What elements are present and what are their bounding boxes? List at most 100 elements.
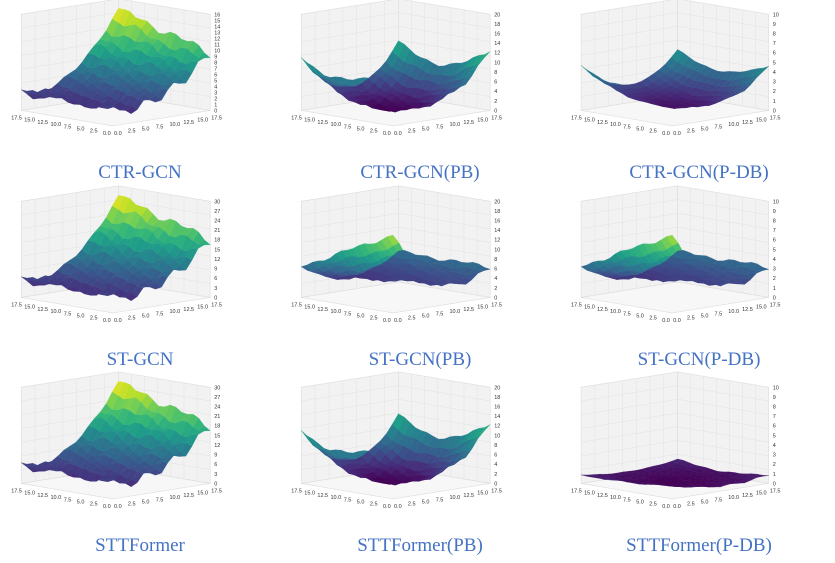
caption: CTR-GCN(PB) — [360, 162, 480, 183]
grid-line — [301, 199, 491, 216]
x-tick-label: 7.5 — [436, 311, 444, 317]
y-tick-label: 17.5 — [571, 115, 582, 121]
caption: ST-GCN — [106, 349, 174, 370]
z-axis: 0 1 2 3 4 5 6 7 8 9 10 — [773, 385, 779, 487]
x-tick-label: 7.5 — [715, 497, 723, 503]
z-tick-label: 10 — [773, 385, 779, 391]
z-axis: 0 2 4 6 8 10 12 14 16 18 20 — [494, 12, 500, 114]
x-tick-label: 15.0 — [477, 118, 488, 124]
z-tick-label: 5 — [773, 60, 776, 66]
y-tick-label: 10.0 — [610, 495, 621, 501]
y-tick-label: 17.5 — [11, 115, 22, 121]
y-tick-label: 17.5 — [11, 488, 22, 494]
y-tick-label: 5.0 — [77, 500, 85, 506]
y-tick-label: 5.0 — [77, 314, 85, 320]
z-tick-label: 24 — [214, 219, 220, 225]
caption: STTFormer(PB) — [357, 535, 483, 556]
grid-line — [581, 12, 769, 29]
surface-facet — [112, 8, 125, 23]
z-tick-label: 12 — [214, 257, 220, 263]
y-tick-label: 10.0 — [331, 309, 342, 315]
y-tick-label: 5.0 — [636, 127, 644, 133]
x-tick-label: 7.5 — [156, 497, 164, 503]
panel-ctr-gcn-pb: 0 2 4 6 8 10 12 14 16 18 20 0.0 0.0 2.5 2.5 5.0 5.0 7.5 7.… — [285, 0, 555, 190]
x-tick-label: 0.0 — [394, 318, 402, 324]
y-tick-label: 12.5 — [37, 493, 48, 499]
x-tick-label: 12.5 — [742, 493, 753, 499]
grid-line — [581, 240, 769, 257]
y-tick-label: 7.5 — [344, 311, 352, 317]
z-tick-label: 3 — [214, 472, 217, 478]
x-tick-label: 0.0 — [394, 504, 402, 510]
z-tick-label: 7 — [773, 414, 776, 420]
y-tick-label: 0.0 — [103, 131, 111, 137]
z-tick-label: 15 — [214, 247, 220, 253]
z-tick-label: 1 — [214, 102, 217, 108]
z-tick-label: 10 — [494, 433, 500, 439]
panel-ctr-gcn: 0 1 2 3 4 5 6 7 8 9 10 11 12 13 14 15 16 0.0 0.0 2.5 2.5 5.0 5… — [5, 0, 275, 190]
z-tick-label: 6 — [494, 453, 497, 459]
z-tick-label: 0 — [773, 108, 776, 114]
z-tick-label: 2 — [494, 99, 497, 105]
z-axis: 0 3 6 9 12 15 18 21 24 27 30 — [214, 385, 220, 487]
z-tick-label: 14 — [494, 41, 500, 47]
x-tick-label: 10.0 — [728, 495, 739, 501]
y-tick-label: 7.5 — [344, 124, 352, 130]
x-tick-label: 7.5 — [156, 124, 164, 130]
grid-line — [301, 39, 491, 56]
z-tick-label: 10 — [214, 48, 220, 54]
x-tick-label: 2.5 — [408, 129, 416, 135]
z-axis: 0 3 6 9 12 15 18 21 24 27 30 — [214, 199, 220, 301]
x-tick-label: 12.5 — [463, 120, 474, 126]
caption: STTFormer(P-DB) — [626, 535, 772, 556]
grid-line — [301, 240, 491, 257]
z-tick-label: 0 — [494, 481, 497, 487]
z-tick-label: 1 — [773, 99, 776, 105]
y-tick-label: 10.0 — [51, 122, 62, 128]
y-tick-label: 17.5 — [291, 302, 302, 308]
z-tick-label: 18 — [214, 424, 220, 430]
surface-facet — [671, 458, 684, 464]
z-tick-label: 5 — [773, 433, 776, 439]
x-tick-label: 17.5 — [491, 115, 502, 121]
y-tick-label: 17.5 — [291, 115, 302, 121]
x-axis: 0.00.0 2.52.5 5.05.0 7.57.5 10.010.0 12.512.5… — [11, 488, 222, 510]
x-tick-label: 12.5 — [183, 493, 194, 499]
surface-plot: 0 3 6 9 12 15 18 21 24 27 30 0.00.0 2.5 2.5 5.0 5.0 7.5 7… — [11, 185, 222, 324]
surface — [21, 195, 211, 301]
x-tick-label: 10.0 — [728, 309, 739, 315]
x-tick-label: 2.5 — [128, 129, 136, 135]
x-tick-label: 2.5 — [687, 502, 695, 508]
x-tick-label: 0.0 — [673, 504, 681, 510]
y-tick-label: 15.0 — [584, 305, 595, 311]
grid-line — [581, 385, 769, 402]
z-tick-label: 12 — [214, 36, 220, 42]
y-tick-label: 12.5 — [37, 307, 48, 313]
z-tick-label: 0 — [773, 295, 776, 301]
panel-st-gcn-pb: 0 2 4 6 8 10 12 14 16 18 20 0.0 0.0 2.5 2.5 5.0 5.0 7.5 7.… — [285, 185, 555, 377]
z-tick-label: 10 — [773, 199, 779, 205]
x-tick-label: 12.5 — [742, 307, 753, 313]
grid-line — [301, 412, 491, 429]
z-tick-label: 16 — [494, 32, 500, 38]
z-tick-label: 6 — [214, 72, 217, 78]
z-tick-label: 9 — [773, 22, 776, 28]
x-tick-label: 0.0 — [673, 131, 681, 137]
x-tick-label: 15.0 — [197, 305, 208, 311]
z-tick-label: 4 — [494, 276, 497, 282]
x-tick-label: 5.0 — [701, 500, 709, 506]
x-tick-label: 5.0 — [422, 127, 430, 133]
z-tick-label: 3 — [214, 286, 217, 292]
caption: ST-GCN(P-DB) — [637, 349, 761, 370]
y-tick-label: 15.0 — [24, 305, 35, 311]
z-tick-label: 8 — [773, 219, 776, 225]
y-tick-label: 17.5 — [571, 488, 582, 494]
floor — [581, 281, 769, 314]
z-tick-label: 18 — [494, 395, 500, 401]
z-tick-label: 20 — [494, 12, 500, 18]
surface — [300, 234, 491, 287]
y-tick-label: 7.5 — [344, 497, 352, 503]
y-tick-label: 15.0 — [24, 491, 35, 497]
y-tick-label: 17.5 — [571, 302, 582, 308]
